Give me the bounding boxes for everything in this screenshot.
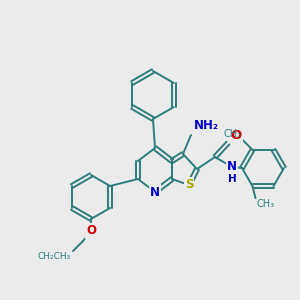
Text: N: N bbox=[150, 185, 160, 199]
Text: O: O bbox=[230, 129, 241, 142]
Text: NH₂: NH₂ bbox=[194, 119, 219, 132]
Text: CH₃: CH₃ bbox=[224, 129, 242, 139]
Text: CH₃: CH₃ bbox=[256, 199, 274, 209]
Text: O: O bbox=[86, 224, 96, 238]
Text: CH₂CH₃: CH₂CH₃ bbox=[38, 252, 71, 261]
Text: S: S bbox=[185, 178, 193, 191]
Text: H: H bbox=[228, 174, 236, 184]
Text: N: N bbox=[227, 160, 237, 173]
